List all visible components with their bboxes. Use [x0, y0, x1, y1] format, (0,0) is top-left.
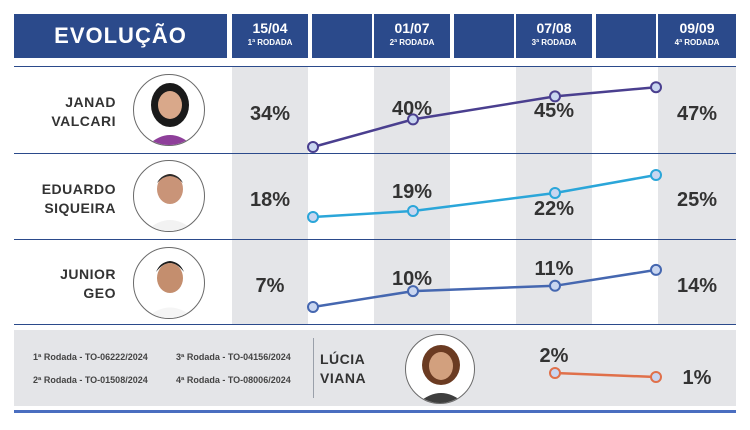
series-line-janad	[312, 85, 657, 149]
data-point-eduardo-4	[650, 169, 662, 181]
pct-eduardo-r1: 18%	[249, 189, 291, 211]
series-line-junior	[312, 268, 657, 309]
bottom-panel	[14, 330, 736, 406]
source-round-3: 3ª Rodada - TO-04156/2024	[176, 352, 291, 362]
pct-janad-r4: 47%	[676, 103, 718, 125]
candidate-name-lucia: LÚCIA VIANA	[320, 351, 367, 386]
round-label: 2ª RODADA	[389, 38, 435, 47]
date-label: 09/09	[679, 20, 715, 36]
header-date-2: 01/07 2ª RODADA	[374, 14, 450, 58]
data-point-janad-1	[307, 141, 319, 153]
pct-lucia-r3: 2%	[539, 345, 569, 367]
bottom-divider	[313, 338, 314, 398]
column-round-2	[374, 66, 450, 324]
round-label: 3ª RODADA	[531, 38, 577, 47]
footer-line	[14, 410, 736, 413]
row-divider	[14, 239, 736, 240]
pct-janad-r1: 34%	[249, 103, 291, 125]
pct-eduardo-r3: 22%	[533, 198, 575, 220]
header-spacer	[454, 14, 514, 58]
pct-junior-r3: 11%	[534, 258, 574, 280]
date-label: 07/08	[536, 20, 572, 36]
round-label: 1ª RODADA	[247, 38, 293, 47]
data-point-eduardo-1	[307, 211, 319, 223]
pct-janad-r2: 40%	[391, 98, 433, 120]
pct-junior-r2: 10%	[391, 268, 433, 290]
series-line-lucia	[554, 371, 657, 379]
column-round-4	[658, 66, 736, 324]
round-label: 4ª RODADA	[674, 38, 720, 47]
row-divider	[14, 324, 736, 325]
data-point-janad-2	[407, 113, 419, 126]
date-label: 15/04	[252, 20, 288, 36]
pct-eduardo-r2: 19%	[391, 181, 433, 203]
avatar-eduardo	[133, 160, 205, 232]
pct-lucia-r4: 1%	[682, 367, 712, 389]
row-divider	[14, 66, 736, 67]
data-point-lucia-2	[650, 371, 662, 383]
data-point-lucia-1	[549, 367, 561, 379]
candidate-name-janad: JANAD VALCARI	[51, 94, 116, 129]
header-spacer	[596, 14, 656, 58]
candidate-name-junior: JUNIOR GEO	[60, 266, 116, 301]
avatar-junior	[133, 247, 205, 319]
pct-janad-r3: 45%	[533, 100, 575, 122]
header-date-1: 15/04 1ª RODADA	[232, 14, 308, 58]
source-round-2: 2ª Rodada - TO-01508/2024	[33, 375, 148, 385]
pct-junior-r1: 7%	[255, 275, 285, 297]
row-divider	[14, 153, 736, 154]
date-label: 01/07	[394, 20, 430, 36]
header-date-4: 09/09 4ª RODADA	[658, 14, 736, 58]
chart-title: EVOLUÇÃO	[14, 14, 227, 58]
data-point-junior-1	[307, 301, 319, 313]
candidate-name-eduardo: EDUARDO SIQUEIRA	[41, 181, 116, 216]
avatar-lucia	[405, 334, 475, 404]
data-point-eduardo-2	[407, 205, 419, 217]
column-round-1	[232, 66, 308, 324]
source-round-4: 4ª Rodada - TO-08006/2024	[176, 375, 291, 385]
data-point-junior-4	[650, 263, 662, 276]
header-spacer	[312, 14, 372, 58]
data-point-janad-4	[650, 81, 662, 94]
pct-eduardo-r4: 25%	[676, 189, 718, 211]
source-round-1: 1ª Rodada - TO-06222/2024	[33, 352, 148, 362]
data-point-eduardo-3	[549, 187, 561, 199]
avatar-janad	[133, 74, 205, 146]
data-point-janad-3	[549, 90, 561, 103]
series-line-eduardo	[312, 173, 657, 219]
data-point-junior-2	[407, 285, 419, 298]
data-point-junior-3	[549, 279, 561, 292]
header-date-3: 07/08 3ª RODADA	[516, 14, 592, 58]
pct-junior-r4: 14%	[676, 275, 718, 297]
